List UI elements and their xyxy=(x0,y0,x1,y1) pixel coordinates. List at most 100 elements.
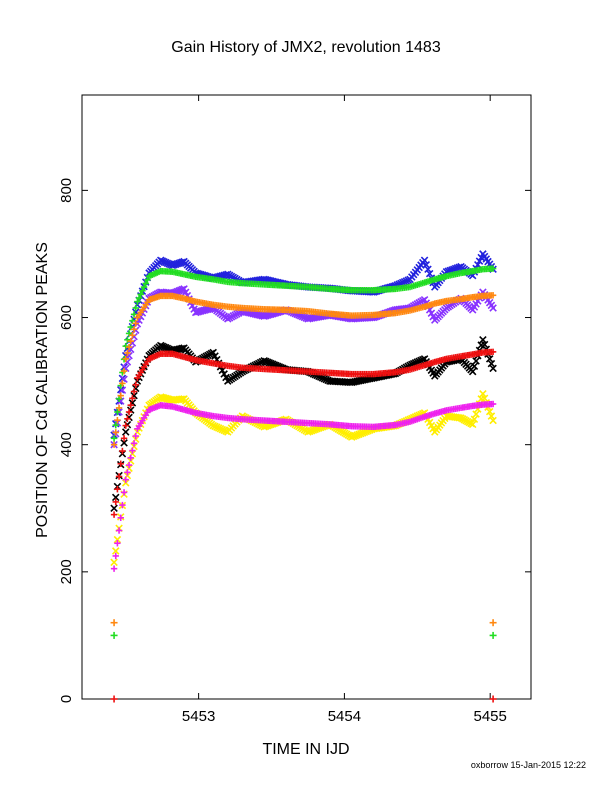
data-point xyxy=(129,447,136,454)
data-point xyxy=(480,394,489,403)
data-point xyxy=(114,408,121,416)
data-point xyxy=(489,631,497,639)
data-point xyxy=(489,304,497,312)
data-point xyxy=(124,415,131,422)
data-point xyxy=(127,401,134,409)
data-point xyxy=(114,485,121,493)
data-point xyxy=(485,407,494,416)
data-point xyxy=(110,619,118,627)
data-point xyxy=(112,429,119,436)
data-point xyxy=(112,498,119,506)
y-tick-label: 800 xyxy=(58,178,75,203)
data-point xyxy=(132,432,139,440)
data-point xyxy=(470,362,479,371)
series-6 xyxy=(110,292,497,448)
series-4 xyxy=(110,390,497,567)
data-point xyxy=(114,540,121,547)
data-point xyxy=(115,404,123,412)
x-tick-label: 5454 xyxy=(328,708,361,725)
data-point xyxy=(110,565,118,572)
data-point xyxy=(489,265,497,272)
data-point xyxy=(140,283,148,291)
data-point xyxy=(125,343,133,351)
data-point xyxy=(489,416,497,425)
data-point xyxy=(121,428,130,436)
data-point xyxy=(112,552,119,560)
data-point xyxy=(472,357,480,365)
data-point xyxy=(116,385,125,394)
data-point xyxy=(489,695,497,703)
data-point xyxy=(127,337,134,345)
series-8 xyxy=(110,400,497,572)
data-point xyxy=(139,287,146,294)
data-point xyxy=(111,547,120,555)
data-point xyxy=(110,695,118,703)
data-point xyxy=(117,392,124,399)
data-point xyxy=(489,364,497,373)
isolated-points xyxy=(110,619,497,703)
y-tick-label: 600 xyxy=(58,305,75,330)
data-point xyxy=(468,420,477,429)
data-point xyxy=(487,359,496,368)
data-point xyxy=(120,367,128,375)
data-point xyxy=(120,435,128,442)
data-point xyxy=(119,380,126,387)
data-point xyxy=(119,501,126,509)
data-point xyxy=(129,332,136,339)
data-point xyxy=(122,355,129,363)
data-point xyxy=(120,439,128,447)
x-tick-label: 5455 xyxy=(473,708,506,725)
data-point xyxy=(132,320,139,327)
data-point xyxy=(487,412,496,420)
y-tick-label: 400 xyxy=(58,432,75,457)
series-5 xyxy=(110,265,497,442)
plot-frame xyxy=(81,94,532,700)
data-point xyxy=(137,291,144,298)
data-point xyxy=(130,440,138,447)
data-point xyxy=(489,292,497,299)
y-axis-label: POSITION OF Cd CALIBRATION PEAKS xyxy=(34,242,51,538)
series-7 xyxy=(110,348,497,518)
data-point xyxy=(120,489,128,496)
axis-ticks: 0 200 400 600 800 5453 5454 5455 xyxy=(58,95,531,725)
data-point xyxy=(114,416,121,424)
data-point xyxy=(425,269,434,278)
y-tick-label: 200 xyxy=(58,559,75,584)
data-point xyxy=(135,294,143,302)
data-point xyxy=(489,400,497,408)
data-point xyxy=(113,535,122,544)
series-layer xyxy=(110,250,497,703)
data-point xyxy=(134,298,141,305)
data-point xyxy=(122,476,129,483)
data-point xyxy=(112,421,119,429)
data-point xyxy=(489,348,497,356)
data-point xyxy=(424,265,432,273)
data-point xyxy=(211,352,219,360)
data-point xyxy=(132,381,139,388)
data-point xyxy=(209,348,217,357)
data-point xyxy=(129,317,136,324)
data-point xyxy=(122,422,129,429)
data-point xyxy=(124,349,131,357)
data-point xyxy=(127,454,134,462)
data-point xyxy=(117,460,124,467)
data-point xyxy=(125,461,133,469)
data-point xyxy=(130,326,138,333)
data-point xyxy=(130,388,138,395)
data-point xyxy=(132,304,139,312)
data-point xyxy=(420,256,429,265)
data-point xyxy=(479,390,487,398)
data-point xyxy=(119,447,126,455)
data-point xyxy=(122,342,129,350)
data-point xyxy=(479,336,487,344)
data-point xyxy=(115,527,123,534)
data-point xyxy=(485,355,494,363)
data-point xyxy=(127,323,134,331)
data-point xyxy=(110,441,118,448)
data-point xyxy=(117,514,124,521)
data-point xyxy=(124,469,131,476)
data-point xyxy=(110,631,118,639)
data-point xyxy=(129,395,136,402)
data-point xyxy=(222,373,230,382)
